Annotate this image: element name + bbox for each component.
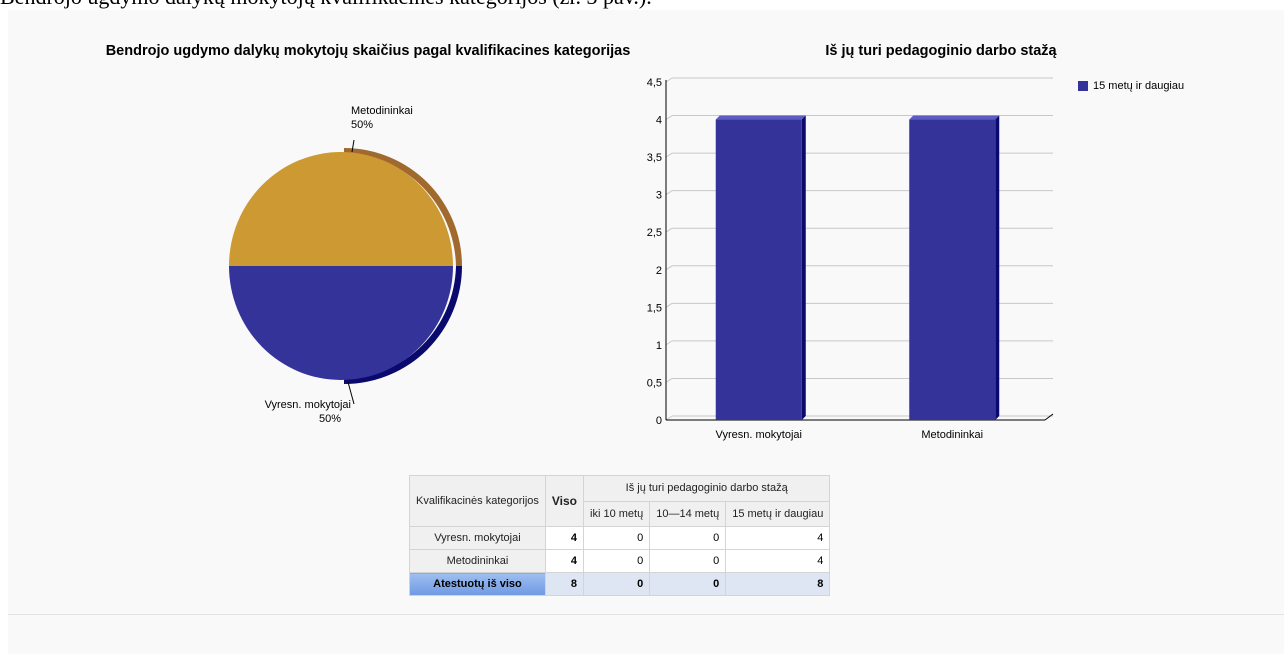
bar-gridline-depth — [665, 152, 673, 158]
y-tick-label: 4 — [656, 115, 662, 127]
table-row: Metodininkai 4 0 0 4 — [409, 549, 831, 573]
row-label: Vyresn. mokytojai — [409, 526, 546, 550]
cell-total: 4 — [544, 549, 585, 573]
cell-15-plus: 4 — [725, 549, 831, 573]
bar-chart: 0 0,5 1 1,5 2 2,5 3 3,5 4 4,5 Vyresn. mokytojai Met… — [647, 77, 1054, 441]
bar-side — [801, 115, 806, 421]
table-row: Vyresn. mokytojai 4 0 0 4 — [409, 526, 831, 550]
figure-caption: Bendrojo ugdymo dalykų mokytojų kvalifik… — [0, 0, 652, 10]
cell-10-14: 0 — [649, 526, 727, 550]
legend-label: 15 metų ir daugiau — [1093, 80, 1185, 92]
x-axis-depth — [1044, 413, 1054, 421]
pie-chart-title: Bendrojo ugdymo dalykų mokytojų skaičius… — [105, 43, 631, 59]
cell-under-10: 0 — [583, 549, 651, 573]
pie-leader-line — [347, 381, 355, 405]
pie-slice-edge — [344, 148, 462, 266]
bar-top — [715, 115, 806, 120]
bar-metodininkai — [909, 119, 996, 421]
x-tick-label: Metodininkai — [921, 429, 983, 441]
cell-under-10: 0 — [583, 572, 651, 596]
pie-chart: Metodininkai 50% Vyresn. mokytojai 50% — [229, 105, 462, 425]
cell-total: 4 — [544, 526, 585, 550]
col-header-total: Viso — [544, 475, 585, 527]
y-tick-label: 3,5 — [647, 152, 662, 164]
row-label: Metodininkai — [409, 549, 546, 573]
col-header-10-14: 10—14 metų — [649, 500, 727, 527]
bar-gridline-depth — [665, 415, 673, 421]
y-tick-label: 2 — [656, 265, 662, 277]
y-tick-label: 0 — [656, 415, 662, 427]
bar-top — [909, 115, 1000, 120]
legend-swatch — [1078, 81, 1088, 91]
bar-gridline-depth — [665, 190, 673, 196]
pie-slice-edge — [344, 266, 462, 384]
bar-gridline-depth — [665, 340, 673, 346]
pie-label-vyresn-mokytojai: Vyresn. mokytojai — [265, 399, 351, 411]
x-tick-label: Vyresn. mokytojai — [716, 429, 802, 441]
bar-vyresn-mokytojai — [715, 119, 802, 421]
y-tick-label: 4,5 — [647, 77, 662, 89]
table-total-row: Atestuotų iš viso 8 0 0 8 — [409, 572, 831, 596]
pie-percent-metodininkai: 50% — [351, 119, 373, 131]
total-row-label: Atestuotų iš viso — [409, 572, 546, 596]
bar-gridline-depth — [665, 265, 673, 271]
cell-10-14: 0 — [649, 572, 727, 596]
cell-under-10: 0 — [583, 526, 651, 550]
cell-15-plus: 8 — [725, 572, 831, 596]
pie-slice-vyresn-mokytojai — [229, 266, 453, 380]
bar-gridline-depth — [665, 227, 673, 233]
bar-chart-legend: 15 metų ir daugiau — [1078, 80, 1184, 92]
pie-leader-line — [351, 139, 355, 153]
pie-slice-metodininkai — [229, 152, 453, 266]
cell-10-14: 0 — [649, 549, 727, 573]
bar-side — [995, 115, 1000, 421]
col-group-header: Iš jų turi pedagoginio darbo stažą — [583, 475, 831, 502]
bar-gridline-depth — [665, 302, 673, 308]
y-tick-label: 1,5 — [647, 302, 662, 314]
bar-gridline-depth — [665, 378, 673, 383]
divider — [8, 614, 1284, 615]
cell-15-plus: 4 — [725, 526, 831, 550]
col-header-category: Kvalifikacinės kategorijos — [409, 475, 546, 527]
y-tick-label: 2,5 — [647, 227, 662, 239]
y-tick-label: 0,5 — [647, 377, 662, 389]
report-panel: Bendrojo ugdymo dalykų mokytojų skaičius… — [8, 10, 1284, 654]
bar-gridline-depth — [665, 77, 673, 83]
col-header-15-plus: 15 metų ir daugiau — [725, 500, 831, 527]
pie-percent-vyresn-mokytojai: 50% — [319, 413, 341, 425]
y-tick-label: 1 — [656, 340, 662, 352]
bar-chart-title: Iš jų turi pedagoginio darbo stažą — [825, 43, 1057, 59]
qualification-table: Kvalifikacinės kategorijos Viso Iš jų tu… — [409, 475, 831, 596]
bar-gridline-depth — [665, 115, 673, 120]
cell-total: 8 — [544, 572, 585, 596]
y-tick-label: 3 — [656, 190, 662, 202]
col-header-under-10: iki 10 metų — [583, 500, 651, 527]
pie-label-metodininkai: Metodininkai — [351, 105, 413, 117]
